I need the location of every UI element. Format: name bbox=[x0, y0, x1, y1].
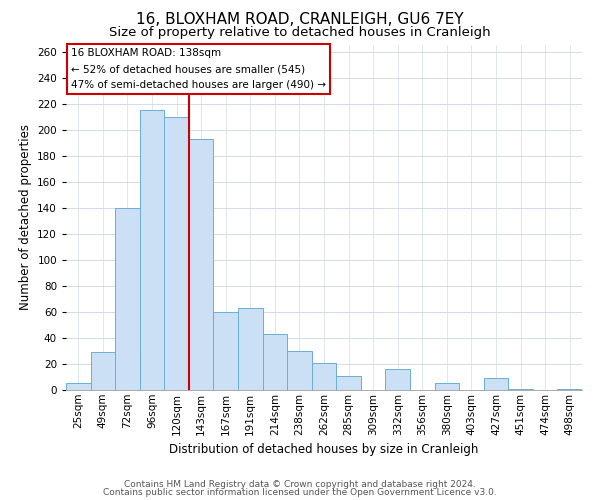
Bar bbox=[385, 369, 410, 390]
X-axis label: Distribution of detached houses by size in Cranleigh: Distribution of detached houses by size … bbox=[169, 443, 479, 456]
Bar bbox=[312, 362, 336, 390]
Bar bbox=[238, 308, 263, 390]
Bar bbox=[263, 334, 287, 390]
Y-axis label: Number of detached properties: Number of detached properties bbox=[19, 124, 32, 310]
Bar bbox=[484, 378, 508, 390]
Text: Contains public sector information licensed under the Open Government Licence v3: Contains public sector information licen… bbox=[103, 488, 497, 497]
Bar bbox=[140, 110, 164, 390]
Bar bbox=[434, 384, 459, 390]
Bar bbox=[91, 352, 115, 390]
Bar bbox=[287, 351, 312, 390]
Bar bbox=[214, 312, 238, 390]
Bar bbox=[115, 208, 140, 390]
Text: 16 BLOXHAM ROAD: 138sqm
← 52% of detached houses are smaller (545)
47% of semi-d: 16 BLOXHAM ROAD: 138sqm ← 52% of detache… bbox=[71, 48, 326, 90]
Text: Contains HM Land Registry data © Crown copyright and database right 2024.: Contains HM Land Registry data © Crown c… bbox=[124, 480, 476, 489]
Bar bbox=[336, 376, 361, 390]
Text: 16, BLOXHAM ROAD, CRANLEIGH, GU6 7EY: 16, BLOXHAM ROAD, CRANLEIGH, GU6 7EY bbox=[136, 12, 464, 28]
Bar bbox=[508, 388, 533, 390]
Bar bbox=[557, 388, 582, 390]
Bar bbox=[164, 116, 189, 390]
Bar bbox=[66, 384, 91, 390]
Text: Size of property relative to detached houses in Cranleigh: Size of property relative to detached ho… bbox=[109, 26, 491, 39]
Bar bbox=[189, 138, 214, 390]
